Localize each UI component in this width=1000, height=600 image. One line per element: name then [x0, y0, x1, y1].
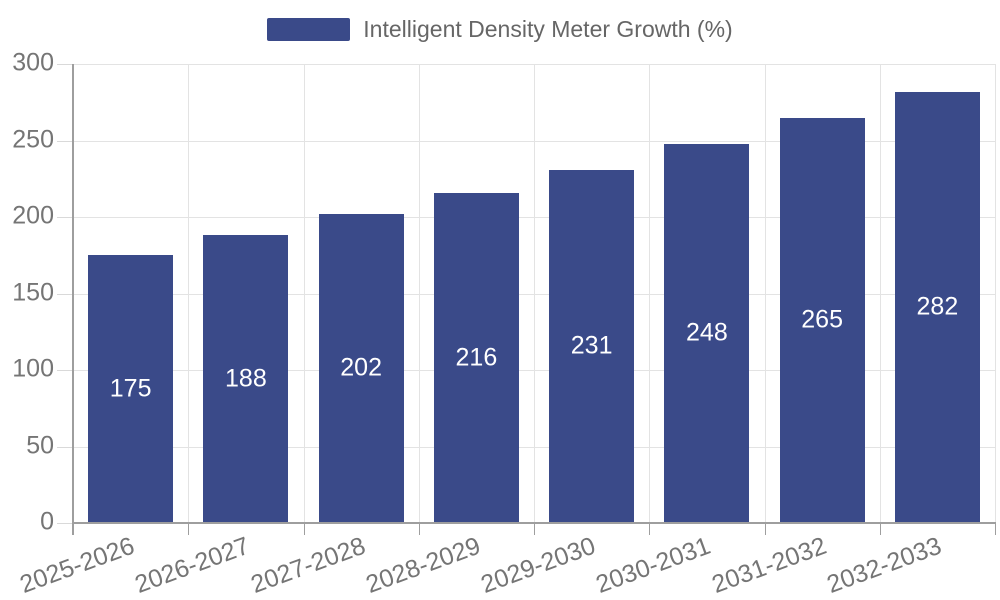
x-axis-tick [764, 523, 766, 535]
x-tick-label: 2030-2031 [592, 531, 715, 599]
bar [779, 117, 865, 523]
bar-value-label: 216 [455, 343, 498, 372]
y-tick-label: 50 [26, 430, 54, 459]
bar [88, 255, 174, 523]
bar [318, 213, 404, 523]
y-tick-label: 0 [40, 507, 54, 536]
y-axis-line [72, 64, 74, 535]
x-axis-tick [534, 523, 535, 535]
bar [433, 192, 519, 523]
y-axis-tick [57, 293, 73, 295]
x-tick-label: 2026-2027 [131, 531, 254, 599]
x-axis-tick [649, 523, 651, 535]
gridline-vertical [534, 64, 535, 523]
x-tick-label: 2032-2033 [823, 531, 945, 599]
bar-value-label: 248 [686, 318, 728, 347]
bar-value-label: 231 [570, 331, 613, 360]
bar [203, 235, 289, 523]
gridline-vertical [418, 64, 420, 523]
bar-value-label: 265 [801, 305, 843, 334]
x-tick-label: 2027-2028 [246, 531, 369, 599]
y-axis-tick [57, 64, 73, 65]
y-axis-tick [57, 523, 73, 524]
y-tick-label: 300 [12, 48, 54, 77]
bar [664, 143, 750, 523]
x-tick-label: 2028-2029 [362, 531, 484, 599]
chart-legend: Intelligent Density Meter Growth (%) [0, 18, 1000, 41]
bar-value-label: 202 [340, 353, 382, 382]
x-tick-label: 2031-2032 [707, 531, 830, 599]
x-axis-tick [303, 523, 305, 535]
y-tick-label: 250 [12, 124, 54, 153]
gridline-vertical [303, 64, 305, 523]
y-tick-label: 200 [12, 201, 54, 230]
gridline-vertical [995, 64, 996, 523]
gridline-vertical [649, 64, 651, 523]
x-axis-line [72, 522, 996, 524]
gridline-vertical [188, 64, 190, 523]
legend-swatch [267, 18, 351, 41]
y-tick-label: 100 [12, 354, 54, 383]
x-tick-label: 2029-2030 [477, 531, 600, 599]
x-axis-tick [188, 523, 190, 535]
y-axis-tick [57, 217, 73, 218]
bar-value-label: 282 [916, 292, 959, 321]
bar [894, 91, 980, 523]
legend-label: Intelligent Density Meter Growth (%) [363, 16, 733, 42]
y-axis-tick [57, 446, 73, 448]
bar-value-label: 175 [109, 374, 152, 403]
y-axis-tick [57, 370, 73, 371]
x-axis-tick [995, 523, 996, 535]
x-tick-label: 2025-2026 [16, 531, 139, 599]
gridline-vertical [879, 64, 881, 523]
x-axis-tick [418, 523, 420, 535]
x-axis-tick [879, 523, 881, 535]
y-axis-tick [57, 140, 73, 142]
gridline-vertical [764, 64, 766, 523]
bar [549, 169, 635, 523]
bar-value-label: 188 [225, 364, 267, 393]
y-tick-label: 150 [12, 277, 54, 306]
